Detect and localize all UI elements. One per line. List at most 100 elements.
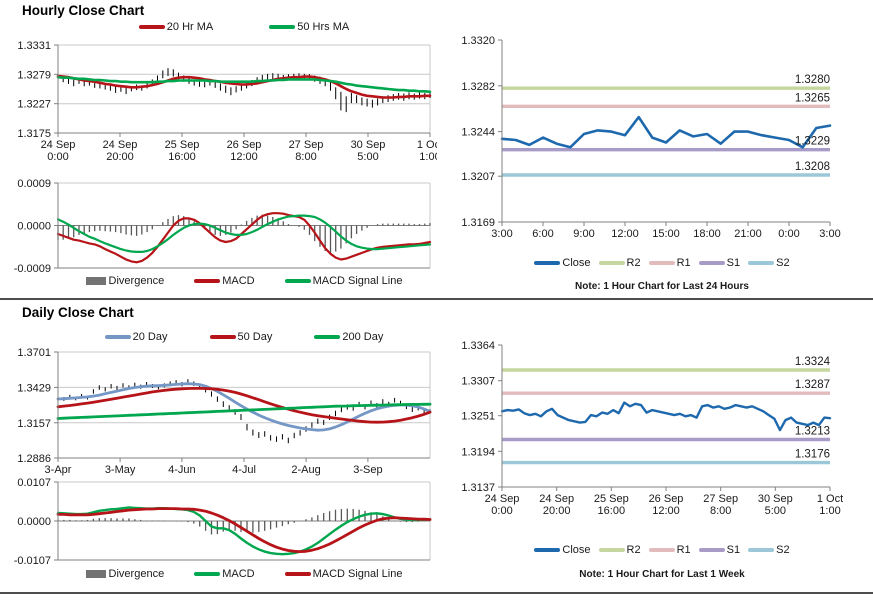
legend-label: Divergence — [108, 568, 165, 580]
x-tick-label: 0:00 — [778, 228, 799, 240]
series-20-day — [56, 382, 432, 432]
line-swatch-icon — [748, 548, 775, 552]
daily-chart-title: Daily Close Chart — [22, 305, 134, 320]
x-tick-label: 24 Sep — [103, 139, 138, 151]
line-swatch-icon — [284, 572, 311, 576]
line-swatch-icon — [194, 572, 221, 576]
x-tick-label: 2-Aug — [291, 464, 320, 476]
legend-item-200-day: 200 Day — [314, 331, 383, 343]
legend-label: S2 — [776, 257, 790, 269]
daily-macd-plot: 0.0107 0.0000 -0.0107 — [14, 477, 432, 567]
x-tick-label: 24 Sep — [539, 493, 574, 505]
y-tick-label: 1.3331 — [17, 40, 51, 52]
x-tick-label: 20:00 — [106, 151, 134, 163]
series-close — [500, 115, 832, 149]
x-tick-label: 27 Sep — [289, 139, 324, 151]
x-tick-label: 3-May — [105, 464, 136, 476]
x-tick-label: 1 Oct — [417, 139, 437, 151]
hourly-pivot-panel: 1.3320 1.3282 1.3244 1.3207 1.3169 3:00 6:00 9:… — [437, 0, 873, 298]
daily-close-panel: 1.3701 1.3429 1.3157 1.2886 3-Apr 3-May 4-Jun 4… — [0, 300, 437, 592]
legend-label: MACD — [222, 275, 255, 287]
pivot-label-s2: 1.3208 — [795, 161, 830, 173]
legend-item-50-hrs-ma: 50 Hrs MA — [269, 21, 349, 33]
y-tick-label: 1.3364 — [461, 340, 495, 352]
legend-label: R1 — [676, 257, 691, 269]
legend-label: S1 — [726, 257, 741, 269]
x-tick-label: 26 Sep — [649, 493, 684, 505]
line-swatch-icon — [598, 261, 625, 265]
line-swatch-icon — [209, 335, 236, 339]
daily-macd-legend: Divergence MACD MACD Signal Line — [58, 568, 430, 580]
line-swatch-icon — [534, 261, 561, 265]
x-tick-label: 8:00 — [710, 505, 731, 517]
legend-label: R2 — [626, 544, 641, 556]
legend-item-close: Close — [534, 544, 591, 556]
legend-item-s2: S2 — [748, 257, 790, 269]
y-tick-label: 1.3137 — [461, 482, 495, 494]
legend-label: S1 — [726, 544, 741, 556]
line-swatch-icon — [648, 548, 675, 552]
series-macd-signal-line — [56, 507, 432, 554]
x-tick-label: 16:00 — [598, 505, 626, 517]
series-macd — [56, 212, 432, 264]
y-tick-label: 1.3307 — [461, 376, 495, 388]
line-swatch-icon — [698, 548, 725, 552]
x-tick-label: 15:00 — [652, 228, 680, 240]
legend-item-20-day: 20 Day — [104, 331, 168, 343]
legend-label: Divergence — [108, 275, 165, 287]
pivot-label-r1: 1.3287 — [795, 379, 830, 391]
x-tick-label: 16:00 — [168, 151, 196, 163]
line-swatch-icon — [104, 335, 131, 339]
x-tick-label: 24 Sep — [41, 139, 76, 151]
y-tick-label: 1.3227 — [17, 99, 51, 111]
x-tick-label: 5:00 — [357, 151, 378, 163]
legend-label: Close — [562, 544, 591, 556]
legend-item-macd-signal-line: MACD Signal Line — [284, 568, 402, 580]
y-tick-label: 0.0107 — [17, 477, 51, 489]
hourly-ma-legend: 20 Hr MA 50 Hrs MA — [58, 21, 430, 33]
legend-item-r1: R1 — [648, 544, 691, 556]
x-tick-label: 26 Sep — [227, 139, 262, 151]
daily-pivot-note: Note: 1 Hour Chart for Last 1 Week — [579, 569, 745, 580]
x-tick-label: 1:00 — [819, 505, 840, 517]
legend-item-macd: MACD — [194, 275, 255, 287]
line-swatch-icon — [648, 261, 675, 265]
x-tick-label: 5:00 — [765, 505, 786, 517]
y-tick-label: 1.3169 — [461, 217, 495, 229]
series-50-day — [56, 387, 432, 424]
y-tick-label: 1.3194 — [461, 446, 495, 458]
line-swatch-icon — [534, 548, 561, 552]
legend-label: MACD Signal Line — [312, 275, 403, 287]
x-tick-label: 1:00 — [419, 151, 437, 163]
legend-label: 20 Hr MA — [166, 21, 214, 33]
legend-label: 200 Day — [342, 331, 384, 343]
bar-swatch-icon — [85, 570, 106, 578]
legend-item-50-day: 50 Day — [209, 331, 272, 343]
x-tick-label: 3:00 — [491, 228, 512, 240]
x-tick-label: 25 Sep — [165, 139, 200, 151]
y-tick-label: 1.3175 — [17, 128, 51, 140]
legend-item-close: Close — [534, 257, 591, 269]
x-tick-label: 3-Sep — [353, 464, 382, 476]
x-tick-label: 4-Jun — [168, 464, 196, 476]
y-tick-label: 0.0000 — [17, 516, 51, 528]
x-tick-label: 12:00 — [230, 151, 258, 163]
y-tick-label: 1.3279 — [17, 69, 51, 81]
legend-label: 50 Hrs MA — [297, 21, 350, 33]
pivot-label-s1: 1.3229 — [795, 136, 830, 148]
legend-item-20-hr-ma: 20 Hr MA — [138, 21, 214, 33]
y-tick-label: 0.0000 — [17, 221, 51, 233]
pivot-label-r2: 1.3324 — [795, 356, 831, 368]
series-200-day — [56, 402, 432, 420]
x-tick-label: 4-Jul — [232, 464, 256, 476]
daily-pivot-panel: 1.3364 1.3307 1.3251 1.3194 1.3137 24 Sep 0:00… — [437, 300, 873, 592]
pivot-label-s1: 1.3213 — [795, 425, 830, 437]
series-macd — [56, 506, 432, 556]
y-tick-label: 1.2886 — [17, 453, 51, 465]
x-tick-label: 12:00 — [652, 505, 680, 517]
line-swatch-icon — [698, 261, 725, 265]
